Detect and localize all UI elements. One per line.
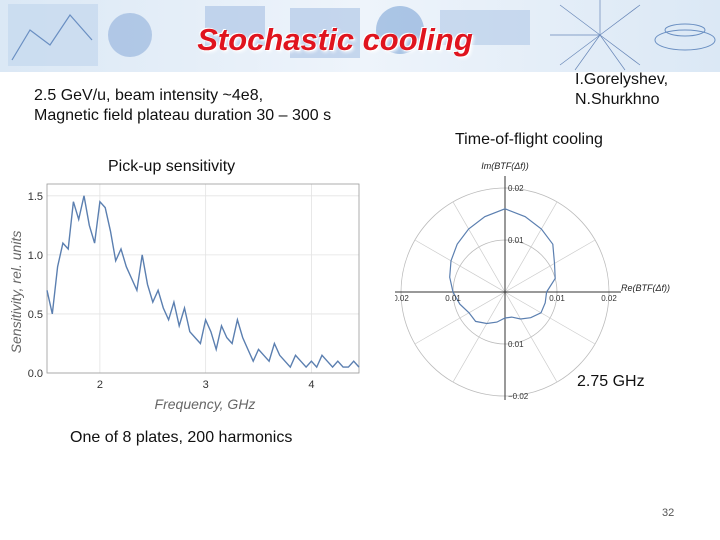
im-tick-label: 0.02 — [508, 184, 524, 193]
y-tick-label: 0.0 — [28, 368, 43, 380]
plates-note: One of 8 plates, 200 harmonics — [70, 429, 293, 446]
im-axis-label: Im(BTF(Δf)) — [481, 161, 529, 171]
re-tick-label: 0.02 — [601, 294, 617, 303]
sensitivity-chart: 0.0 0.5 1.0 1.5 2 3 4 Sensitivity, rel. units … — [5, 180, 370, 415]
beam-params-line2: Magnetic field plateau duration 30 – 300… — [34, 107, 332, 124]
x-tick-label: 2 — [97, 379, 103, 391]
btf-trace — [449, 208, 556, 325]
re-tick-label: 0.02 — [395, 294, 409, 303]
y-tick-label: 1.0 — [28, 250, 43, 262]
beam-params-line1: 2.5 GeV/u, beam intensity ~4e8, — [34, 87, 264, 104]
re-axis-label: Re(BTF(Δf)) — [621, 283, 670, 293]
sensitivity-plot-frame — [46, 183, 360, 374]
x-axis-label: Frequency, GHz — [155, 396, 256, 412]
im-tick-label: −0.02 — [508, 392, 529, 400]
header-banner — [0, 0, 720, 72]
pickup-sensitivity-heading: Pick-up sensitivity — [108, 158, 236, 175]
im-tick-label: 0.01 — [508, 340, 524, 349]
authors-line1: I.Gorelyshev, — [575, 71, 669, 88]
frequency-note: 2.75 GHz — [577, 373, 645, 390]
x-tick-label: 3 — [203, 379, 209, 391]
btf-polar-chart: 0.02 0.01 0.01 0.02 0.02 0.01 0.01 −0.02 Im(BTF… — [389, 155, 695, 404]
slide-title: Stochastic cooling — [197, 22, 473, 57]
x-tick-label: 4 — [308, 379, 314, 391]
re-tick-label: 0.01 — [549, 294, 565, 303]
y-axis-label: Sensitivity, rel. units — [8, 231, 24, 354]
y-tick-label: 0.5 — [28, 309, 43, 321]
im-tick-label: 0.01 — [508, 236, 524, 245]
y-tick-label: 1.5 — [28, 191, 43, 203]
re-tick-label: 0.01 — [445, 294, 461, 303]
authors-line2: N.Shurkhno — [575, 91, 660, 108]
sensitivity-series-line — [46, 195, 360, 369]
page-number: 32 — [662, 507, 675, 519]
tof-cooling-heading: Time-of-flight cooling — [455, 131, 603, 148]
